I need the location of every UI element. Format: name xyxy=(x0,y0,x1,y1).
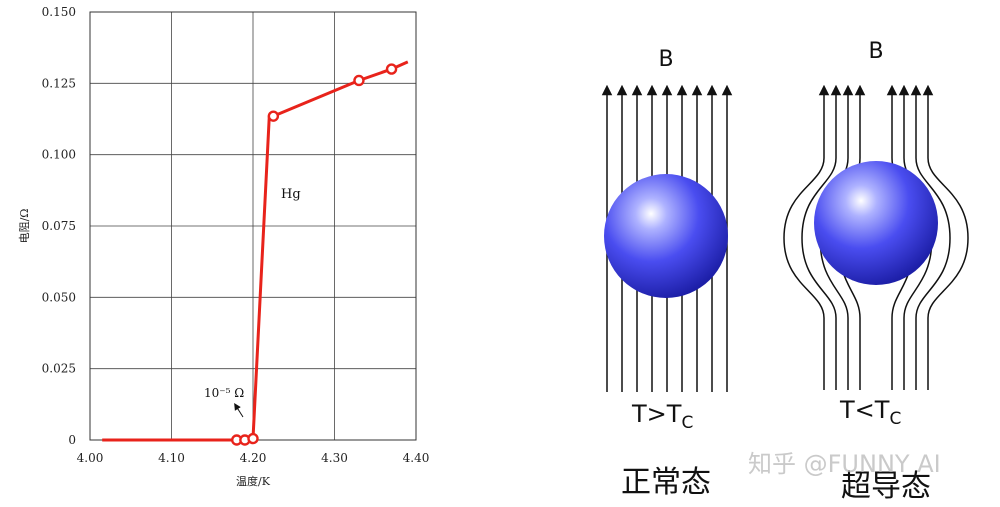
condition-right: T<TC xyxy=(839,396,901,429)
y-tick-labels: 0 0.025 0.050 0.075 0.100 0.125 0.150 xyxy=(42,5,76,447)
y-tick-label: 0.125 xyxy=(42,76,76,90)
data-point xyxy=(247,432,259,445)
field-line xyxy=(783,84,830,390)
condition-left: T>TC xyxy=(631,400,693,433)
y-tick-label: 0.025 xyxy=(42,362,76,376)
x-tick-label: 4.30 xyxy=(321,451,348,465)
normal-state-diagram: B T>TC 正常态 xyxy=(601,47,733,500)
data-point xyxy=(353,74,365,87)
caption-superconducting-state: 超导态 xyxy=(841,469,931,504)
x-tick-labels: 4.00 4.10 4.20 4.30 4.40 xyxy=(77,451,430,465)
data-point xyxy=(385,63,398,75)
y-tick-label: 0.150 xyxy=(42,5,76,19)
y-tick-label: 0 xyxy=(68,433,76,447)
watermark: 知乎 @FUNNY AI xyxy=(748,450,941,478)
series-layer xyxy=(102,60,409,442)
y-tick-label: 0.050 xyxy=(42,290,76,304)
field-line xyxy=(922,84,969,390)
field-line xyxy=(801,84,842,390)
x-tick-label: 4.10 xyxy=(158,451,185,465)
annotation-arrow xyxy=(234,403,244,418)
marker-layer xyxy=(230,63,398,446)
series-line-hg xyxy=(102,60,409,442)
data-point xyxy=(267,110,280,122)
x-tick-label: 4.40 xyxy=(403,451,430,465)
field-line xyxy=(910,84,951,390)
y-tick-label: 0.100 xyxy=(42,148,76,162)
x-axis-label: 温度/K xyxy=(236,474,271,488)
caption-normal-state: 正常态 xyxy=(621,465,711,500)
y-tick-label: 0.075 xyxy=(42,219,76,233)
sphere-left xyxy=(604,174,728,298)
x-tick-label: 4.00 xyxy=(77,451,104,465)
resistance-chart: 0 0.025 0.050 0.075 0.100 0.125 0.150 4.00 4.10… xyxy=(18,5,429,488)
series-label-hg: Hg xyxy=(281,187,301,202)
y-axis-label: 电阻/Ω xyxy=(18,209,31,244)
field-label-left: B xyxy=(658,47,673,72)
x-tick-label: 4.20 xyxy=(240,451,267,465)
superconducting-state-diagram: B T<TC 超导态 xyxy=(783,39,969,504)
annotation-resistance-limit: 10⁻⁵ Ω xyxy=(204,386,244,400)
sphere-right xyxy=(814,161,938,285)
field-label-right: B xyxy=(868,39,883,64)
